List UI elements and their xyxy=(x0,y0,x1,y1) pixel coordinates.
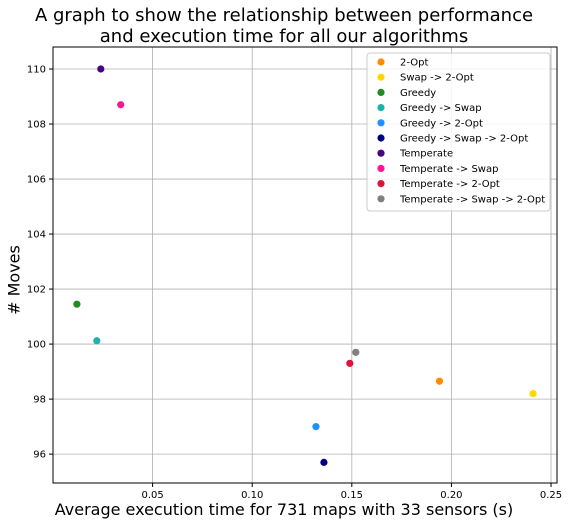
data-point xyxy=(97,65,105,73)
data-points xyxy=(73,65,537,466)
legend: 2-Opt Swap -> 2-Opt Greedy Greedy -> Swap Gr… xyxy=(366,52,551,212)
y-tick-label: 104 xyxy=(27,230,46,241)
data-point xyxy=(346,359,354,367)
x-tick-label: 0.25 xyxy=(540,490,562,501)
legend-label: Temperate xyxy=(399,149,453,160)
legend-marker xyxy=(377,88,385,96)
legend-box xyxy=(366,52,551,212)
y-tick-label: 102 xyxy=(27,285,46,296)
x-axis-label: Average execution time for 731 maps with… xyxy=(54,500,514,519)
legend-marker xyxy=(377,164,385,172)
legend-label: Swap -> 2-Opt xyxy=(400,73,474,84)
y-tick-label: 110 xyxy=(27,65,46,76)
y-axis-label: # Moves xyxy=(4,245,24,315)
legend-label: Greedy -> Swap xyxy=(400,103,482,114)
data-point xyxy=(320,458,328,466)
x-tick-label: 0.15 xyxy=(341,490,363,501)
chart-title-line-2: and execution time for all our algorithm… xyxy=(99,26,469,47)
legend-label: Temperate -> Swap xyxy=(399,164,498,175)
legend-label: Greedy -> 2-Opt xyxy=(400,118,483,129)
legend-marker xyxy=(377,180,385,188)
legend-marker xyxy=(377,149,385,157)
legend-label: Temperate -> 2-Opt xyxy=(399,179,500,190)
legend-label: 2-Opt xyxy=(400,58,428,69)
chart-title-line-1: A graph to show the relationship between… xyxy=(34,5,534,26)
data-point xyxy=(312,423,320,431)
y-tick-label: 100 xyxy=(27,340,46,351)
legend-marker xyxy=(377,119,385,127)
data-point xyxy=(529,389,537,398)
legend-label: Temperate -> Swap -> 2-Opt xyxy=(399,194,545,205)
y-tick-label: 108 xyxy=(27,120,46,131)
y-tick-label: 106 xyxy=(27,175,46,186)
y-tick-label: 96 xyxy=(33,450,46,461)
axis-ticks: 0.05 0.10 0.15 0.20 0.25 96 98 100 102 104 106 108 1… xyxy=(27,65,562,501)
x-tick-label: 0.20 xyxy=(440,490,462,501)
axes-frame xyxy=(52,46,558,484)
legend-marker xyxy=(377,104,385,112)
data-point xyxy=(93,337,101,345)
x-tick-label: 0.10 xyxy=(241,490,263,501)
legend-marker xyxy=(377,134,385,142)
x-tick-label: 0.05 xyxy=(141,490,163,501)
data-point xyxy=(73,300,81,308)
legend-marker xyxy=(377,58,385,66)
grid-lines xyxy=(53,47,557,483)
y-tick-label: 98 xyxy=(33,395,46,406)
data-point xyxy=(352,348,360,356)
legend-marker xyxy=(377,195,385,203)
legend-label: Greedy xyxy=(400,88,436,99)
legend-label: Greedy -> Swap -> 2-Opt xyxy=(400,134,528,145)
data-point xyxy=(117,101,125,109)
legend-marker xyxy=(377,73,385,81)
data-point xyxy=(435,377,444,385)
